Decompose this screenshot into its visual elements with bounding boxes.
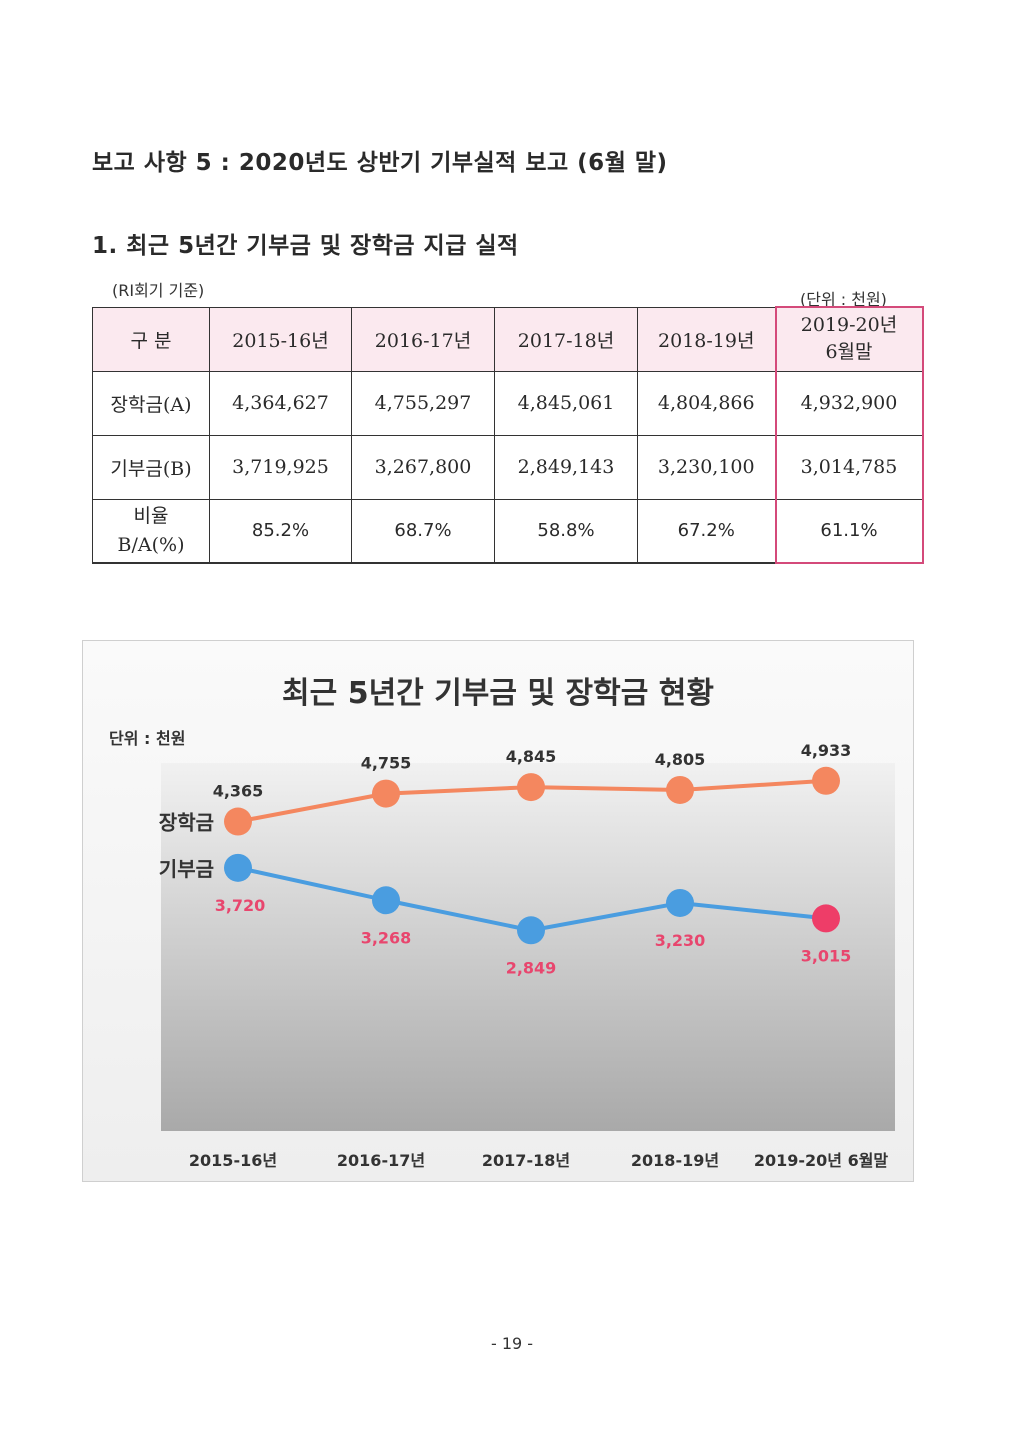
table-row: 기부금(B) 3,719,925 3,267,800 2,849,143 3,2… xyxy=(92,434,924,500)
performance-table: 구 분 2015-16년 2016-17년 2017-18년 2018-19년 … xyxy=(92,306,924,564)
table-cell: 3,719,925 xyxy=(209,434,352,500)
data-point xyxy=(224,853,252,882)
series-name-label: 장학금 xyxy=(159,811,214,835)
data-point xyxy=(224,807,252,836)
row-label: 비율 B/A(%) xyxy=(92,498,210,564)
header-cell: 구 분 xyxy=(92,306,210,372)
table-cell: 3,014,785 xyxy=(774,434,924,500)
row-label: 기부금(B) xyxy=(92,434,210,500)
data-label: 3,230 xyxy=(655,931,706,950)
data-point xyxy=(372,886,400,915)
data-label: 4,805 xyxy=(655,750,706,769)
table-cell: 4,364,627 xyxy=(209,370,352,436)
data-point xyxy=(666,775,694,804)
header-cell: 2018-19년 xyxy=(637,306,776,372)
unit-note: (단위 : 천원) xyxy=(800,290,887,309)
line-chart: 최근 5년간 기부금 및 장학금 현황 단위 : 천원 4,365 4,755 4,… xyxy=(109,676,895,1170)
x-tick-label: 2018-19년 xyxy=(631,1151,719,1170)
data-point xyxy=(812,904,840,933)
table-cell: 61.1% xyxy=(774,498,924,564)
table-cell: 67.2% xyxy=(637,498,776,564)
basis-note: (RI회기 기준) xyxy=(112,281,205,300)
table-row: 장학금(A) 4,364,627 4,755,297 4,845,061 4,8… xyxy=(92,370,924,436)
data-label: 3,268 xyxy=(361,928,412,947)
x-tick-label: 2017-18년 xyxy=(482,1151,570,1170)
table-cell: 68.7% xyxy=(351,498,495,564)
header-cell: 2016-17년 xyxy=(351,306,495,372)
header-cell: 2019-20년 6월말 xyxy=(774,306,924,372)
data-label: 3,720 xyxy=(215,896,266,915)
header-cell: 2015-16년 xyxy=(209,306,352,372)
data-label: 4,933 xyxy=(801,741,852,760)
page-number: - 19 - xyxy=(490,1334,534,1353)
table-cell: 4,804,866 xyxy=(637,370,776,436)
table-header-row: 구 분 2015-16년 2016-17년 2017-18년 2018-19년 … xyxy=(92,306,924,372)
chart-unit-label: 단위 : 천원 xyxy=(109,729,185,748)
table-cell: 4,932,900 xyxy=(774,370,924,436)
plot-area xyxy=(161,763,895,1131)
data-label: 4,365 xyxy=(213,782,264,801)
data-point xyxy=(517,773,545,802)
x-tick-label: 2019-20년 6월말 xyxy=(754,1151,889,1170)
data-label: 2,849 xyxy=(506,958,557,977)
data-label: 4,755 xyxy=(361,754,412,773)
data-label: 4,845 xyxy=(506,747,557,766)
x-tick-label: 2016-17년 xyxy=(337,1151,425,1170)
section-title: 1. 최근 5년간 기부금 및 장학금 지급 실적 xyxy=(92,233,519,259)
table-cell: 85.2% xyxy=(209,498,352,564)
data-point xyxy=(812,766,840,795)
report-heading: 보고 사항 5 : 2020년도 상반기 기부실적 보고 (6월 말) xyxy=(92,150,668,176)
table-cell: 3,267,800 xyxy=(351,434,495,500)
data-point xyxy=(372,779,400,808)
data-point xyxy=(517,916,545,945)
x-tick-label: 2015-16년 xyxy=(189,1151,277,1170)
row-label: 장학금(A) xyxy=(92,370,210,436)
chart-panel: 최근 5년간 기부금 및 장학금 현황 단위 : 천원 4,365 4,755 4,… xyxy=(82,640,914,1182)
table-cell: 4,755,297 xyxy=(351,370,495,436)
table-cell: 3,230,100 xyxy=(637,434,776,500)
table-cell: 2,849,143 xyxy=(494,434,638,500)
data-point xyxy=(666,888,694,917)
table-cell: 58.8% xyxy=(494,498,638,564)
series-name-label: 기부금 xyxy=(159,857,214,881)
chart-title: 최근 5년간 기부금 및 장학금 현황 xyxy=(282,676,714,711)
data-label: 3,015 xyxy=(801,946,852,965)
header-cell: 2017-18년 xyxy=(494,306,638,372)
table-cell: 4,845,061 xyxy=(494,370,638,436)
table-row: 비율 B/A(%) 85.2% 68.7% 58.8% 67.2% 61.1% xyxy=(92,498,924,564)
